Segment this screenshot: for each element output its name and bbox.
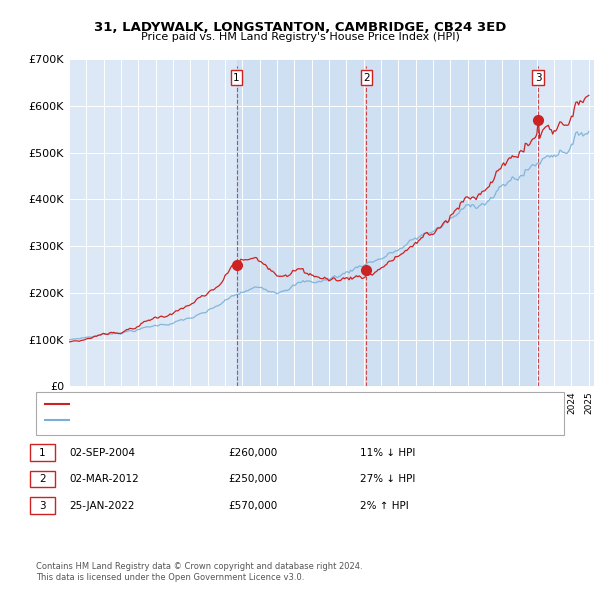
Text: 2: 2 <box>39 474 46 484</box>
Text: Price paid vs. HM Land Registry's House Price Index (HPI): Price paid vs. HM Land Registry's House … <box>140 32 460 42</box>
Text: 25-JAN-2022: 25-JAN-2022 <box>69 501 134 510</box>
Text: Contains HM Land Registry data © Crown copyright and database right 2024.
This d: Contains HM Land Registry data © Crown c… <box>36 562 362 582</box>
Text: 27% ↓ HPI: 27% ↓ HPI <box>360 474 415 484</box>
Text: 31, LADYWALK, LONGSTANTON, CAMBRIDGE, CB24 3ED: 31, LADYWALK, LONGSTANTON, CAMBRIDGE, CB… <box>94 21 506 34</box>
Text: 11% ↓ HPI: 11% ↓ HPI <box>360 448 415 457</box>
Text: 2: 2 <box>363 73 370 83</box>
Text: £250,000: £250,000 <box>228 474 277 484</box>
Bar <box>236 59 538 386</box>
Text: 31, LADYWALK, LONGSTANTON, CAMBRIDGE, CB24 3ED (detached house): 31, LADYWALK, LONGSTANTON, CAMBRIDGE, CB… <box>72 399 434 409</box>
Text: £260,000: £260,000 <box>228 448 277 457</box>
Text: 02-SEP-2004: 02-SEP-2004 <box>69 448 135 457</box>
Text: HPI: Average price, detached house, South Cambridgeshire: HPI: Average price, detached house, Sout… <box>72 415 362 425</box>
Text: 2% ↑ HPI: 2% ↑ HPI <box>360 501 409 510</box>
Text: 02-MAR-2012: 02-MAR-2012 <box>69 474 139 484</box>
Text: £570,000: £570,000 <box>228 501 277 510</box>
Text: 3: 3 <box>535 73 541 83</box>
Text: 1: 1 <box>39 448 46 457</box>
Text: 3: 3 <box>39 501 46 510</box>
Text: 1: 1 <box>233 73 240 83</box>
